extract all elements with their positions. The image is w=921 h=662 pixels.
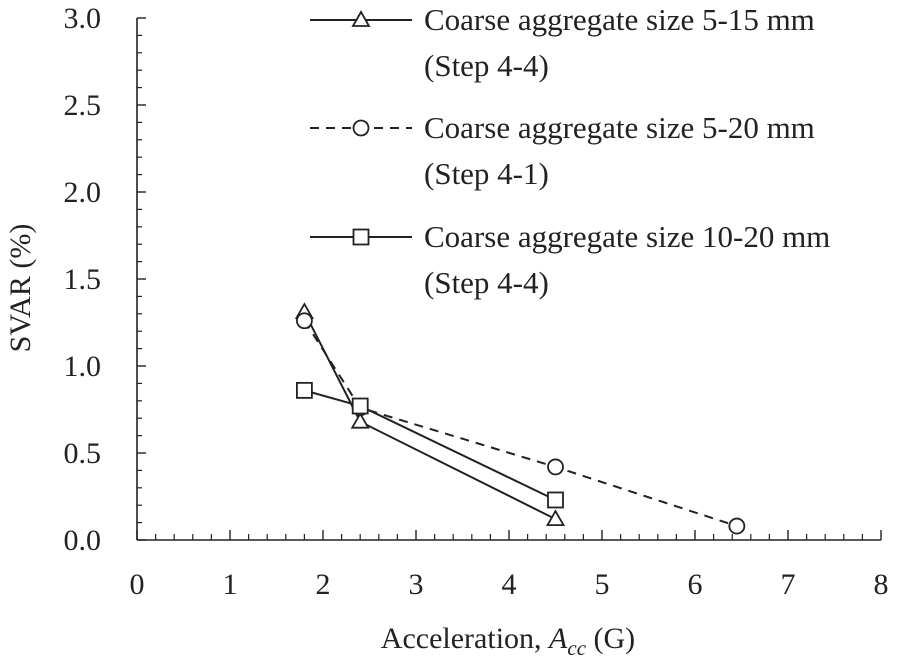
x-tick-label: 5 — [595, 568, 610, 601]
x-tick-label: 1 — [223, 568, 238, 601]
x-axis-title: Acceleration, Acc (G) — [381, 622, 635, 660]
x-axis-title-unit: (G) — [586, 622, 635, 655]
y-tick-label: 1.0 — [64, 350, 102, 383]
circle-data-point — [728, 517, 746, 535]
series-line — [303, 311, 556, 521]
x-axis-title-italic: A — [547, 622, 568, 655]
x-tick-label: 2 — [316, 568, 331, 601]
y-tick-label: 3.0 — [64, 2, 102, 35]
square-data-point — [351, 397, 369, 415]
legend-circle-marker — [352, 119, 370, 137]
x-tick-label: 3 — [409, 568, 424, 601]
y-tick-label: 0.0 — [64, 524, 102, 557]
series-line — [303, 320, 738, 528]
legend-label-line2: (Step 4-4) — [424, 48, 549, 83]
circle-data-point — [295, 312, 313, 330]
y-tick-label: 0.5 — [64, 437, 102, 470]
y-tick-label: 2.5 — [64, 89, 102, 122]
legend-label-line2: (Step 4-1) — [424, 156, 549, 191]
x-tick-label: 6 — [688, 568, 703, 601]
square-data-point — [547, 491, 564, 509]
x-tick-label: 8 — [874, 568, 889, 601]
series-group — [295, 381, 564, 509]
legend: Coarse aggregate size 5-15 mm (Step 4-4) C… — [310, 2, 830, 300]
x-tick-label: 4 — [502, 568, 517, 601]
legend-label: Coarse aggregate size 5-20 mm — [424, 110, 815, 145]
series-group — [294, 302, 566, 527]
y-axis-title: SVAR (%) — [4, 224, 37, 353]
legend-square-marker — [352, 228, 370, 246]
x-axis-title-main: Acceleration, — [381, 622, 549, 655]
legend-label: Coarse aggregate size 10-20 mm — [424, 219, 830, 254]
square-data-point — [295, 381, 313, 399]
circle-data-point — [547, 458, 564, 476]
x-tick-label: 7 — [781, 568, 796, 601]
y-tick-label: 2.0 — [64, 176, 102, 209]
y-tick-label: 1.5 — [64, 263, 102, 296]
legend-triangle-marker — [351, 10, 371, 27]
legend-label: Coarse aggregate size 5-15 mm — [424, 2, 815, 37]
series-layer — [294, 302, 746, 535]
series-line — [304, 389, 556, 501]
x-tick-label: 0 — [130, 568, 145, 601]
triangle-data-point — [350, 411, 370, 429]
legend-label-line2: (Step 4-4) — [424, 265, 549, 300]
x-axis-title-subscript: cc — [567, 636, 586, 660]
axes: 0.0 0.5 1.0 1.5 2.0 2.5 3.0 0 1 2 3 4 5 6 7 8 — [64, 2, 889, 601]
triangle-data-point — [545, 509, 566, 527]
